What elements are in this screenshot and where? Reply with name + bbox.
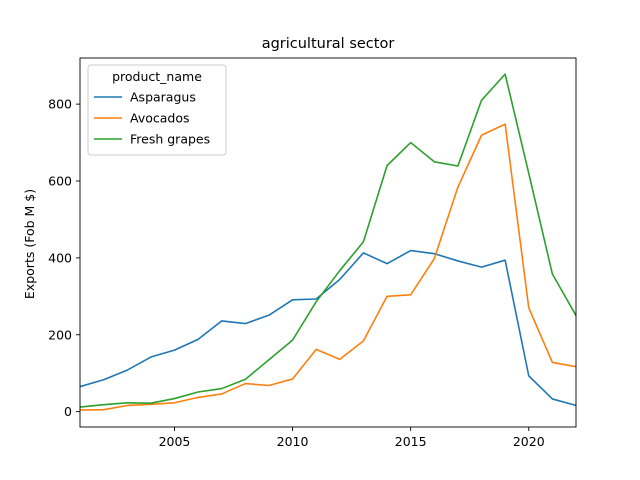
y-axis-label: Exports (Fob M $): [22, 189, 37, 299]
series-line-asparagus: [80, 249, 576, 407]
plot-frame: [79, 57, 577, 428]
legend-title: product_name: [112, 69, 202, 84]
y-tick-label: 800: [48, 97, 72, 112]
legend-box: [87, 64, 227, 156]
x-tick-label: 2015: [395, 434, 427, 449]
x-tick-label: 2020: [513, 434, 545, 449]
legend-label-asparagus: Asparagus: [130, 90, 196, 105]
axes: 2005 2010 2015 2020 0 200 400 600 800: [48, 57, 577, 449]
y-tick-label: 600: [48, 174, 72, 189]
x-tick-label: 2010: [277, 434, 309, 449]
series-line-avocados: [80, 123, 576, 411]
y-tick-label: 400: [48, 250, 72, 265]
y-tick-label: 0: [64, 404, 72, 419]
legend: product_name Asparagus Avocados Fresh grape…: [87, 64, 227, 156]
chart-title: agricultural sector: [262, 36, 395, 52]
x-tick-label: 2005: [159, 434, 191, 449]
y-tick-label: 200: [48, 327, 72, 342]
series-line-fresh-grapes: [80, 73, 576, 408]
series-lines: [80, 73, 576, 411]
legend-label-avocados: Avocados: [130, 111, 190, 126]
plot-area: [80, 73, 576, 411]
legend-label-fresh-grapes: Fresh grapes: [130, 132, 210, 147]
